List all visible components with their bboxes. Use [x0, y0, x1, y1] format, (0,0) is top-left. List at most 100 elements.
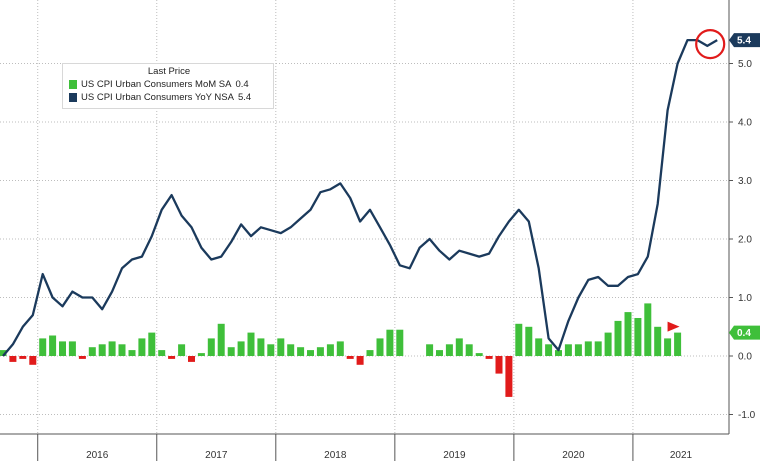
last-value-tag-yoy-bg [729, 33, 760, 48]
mom-bar-13 [128, 350, 136, 356]
yoy-line-layer [2, 38, 718, 357]
mom-bar-1 [9, 356, 17, 362]
x-tick-label-2018: 2018 [324, 450, 347, 461]
mom-bar-64 [634, 318, 642, 356]
y-tick-label-3: 2.0 [738, 235, 752, 246]
mom-bar-20 [197, 353, 205, 356]
mom-bar-4 [39, 338, 47, 356]
highlight-circle [695, 28, 726, 60]
mom-bars [0, 303, 682, 397]
x-axis: 2016 2017 2018 2019 2020 2021 [0, 433, 729, 461]
mom-bar-11 [108, 341, 116, 356]
mom-bar-7 [68, 341, 76, 356]
mom-bar-21 [207, 338, 215, 356]
mom-bar-65 [644, 303, 652, 356]
annotations: 0.4 5.4 [667, 28, 760, 340]
legend-value-yoy: 5.4 [237, 92, 252, 103]
mom-bar-61 [604, 332, 612, 356]
y-tick-label-5: 4.0 [738, 118, 752, 129]
mom-bar-56 [555, 350, 562, 356]
mom-bar-23 [227, 347, 235, 356]
y-axis: -1.0 0.0 1.0 2.0 3.0 4.0 5.0 [728, 0, 756, 434]
y-tick-label-4: 3.0 [738, 176, 752, 187]
legend-header: Last Price [147, 66, 191, 77]
mom-bar-24 [237, 341, 245, 356]
mom-bar-49 [485, 356, 493, 359]
mom-bar-25 [247, 332, 255, 356]
mom-bar-53 [525, 326, 533, 357]
x-tick-label-2021: 2021 [670, 450, 693, 461]
y-tick-label-6: 5.0 [738, 59, 752, 70]
legend-swatch-mom [69, 80, 77, 89]
mom-bar-60 [594, 341, 602, 356]
x-tick-label-2019: 2019 [443, 450, 466, 461]
mom-bar-63 [624, 312, 632, 356]
mom-bar-55 [545, 344, 553, 356]
legend-entry-yoy: US CPI Urban Consumers YoY NSA 5.4 [69, 91, 267, 104]
legend-label-yoy: US CPI Urban Consumers YoY NSA [81, 92, 234, 103]
mom-bar-27 [267, 344, 275, 356]
mom-bar-45 [445, 344, 453, 356]
mom-bar-0 [0, 350, 7, 356]
mom-bar-12 [118, 344, 126, 356]
legend: Last Price US CPI Urban Consumers MoM SA… [62, 63, 274, 109]
mom-bar-31 [307, 350, 314, 356]
mom-bar-51 [505, 356, 513, 397]
mom-bar-59 [584, 341, 592, 356]
mom-bar-22 [217, 323, 225, 356]
mom-bar-38 [376, 338, 384, 356]
mom-bar-66 [654, 326, 662, 357]
mom-bar-67 [664, 338, 672, 356]
mom-bar-58 [574, 344, 582, 356]
mom-bar-3 [29, 356, 37, 365]
mom-bar-54 [535, 338, 543, 356]
mom-bar-16 [158, 350, 166, 356]
mom-bar-37 [366, 350, 374, 356]
mom-bar-18 [178, 344, 186, 356]
legend-entry-mom: US CPI Urban Consumers MoM SA 0.4 [69, 78, 267, 91]
mom-bar-8 [78, 356, 86, 359]
mom-bar-62 [614, 320, 622, 356]
last-value-tag-yoy: 5.4 [729, 33, 760, 48]
mom-bar-44 [436, 350, 443, 356]
mom-bar-5 [49, 335, 57, 356]
mom-bar-30 [297, 347, 305, 356]
mom-bar-52 [515, 323, 523, 356]
legend-swatch-yoy [69, 93, 77, 102]
mom-bar-40 [396, 329, 404, 356]
mom-bar-14 [138, 338, 146, 356]
mom-bar-35 [346, 356, 354, 359]
mom-bar-36 [356, 356, 364, 365]
mom-bar-17 [168, 356, 176, 359]
mom-bar-39 [386, 329, 394, 356]
last-value-tag-mom-text: 0.4 [737, 328, 751, 339]
last-value-tag-mom: 0.4 [729, 325, 760, 340]
mom-bar-33 [326, 344, 334, 356]
x-tick-label-2020: 2020 [562, 450, 585, 461]
x-tick-label-2016: 2016 [86, 450, 109, 461]
mom-bar-57 [564, 344, 572, 356]
mom-bar-15 [148, 332, 156, 356]
last-value-tag-mom-bg [729, 325, 760, 340]
y-tick-label-2: 1.0 [738, 293, 752, 304]
mom-bar-34 [336, 341, 344, 356]
y-tick-label-0: -1.0 [738, 410, 756, 421]
mom-bar-2 [19, 356, 27, 359]
legend-label-mom: US CPI Urban Consumers MoM SA [81, 79, 232, 90]
x-tick-label-2017: 2017 [205, 450, 228, 461]
mom-bar-32 [316, 347, 324, 356]
legend-value-mom: 0.4 [235, 79, 249, 90]
highlight-arrow [667, 321, 680, 332]
mom-bar-68 [674, 332, 682, 356]
mom-bar-50 [495, 356, 503, 374]
yoy-line [2, 38, 718, 357]
mom-bar-26 [257, 338, 265, 356]
mom-bar-28 [277, 338, 285, 356]
mom-bar-46 [455, 338, 463, 356]
mom-bar-48 [475, 353, 483, 356]
mom-bar-29 [287, 344, 295, 356]
mom-bar-9 [88, 347, 96, 356]
mom-bar-43 [426, 344, 434, 356]
last-value-tag-yoy-text: 5.4 [737, 36, 751, 47]
